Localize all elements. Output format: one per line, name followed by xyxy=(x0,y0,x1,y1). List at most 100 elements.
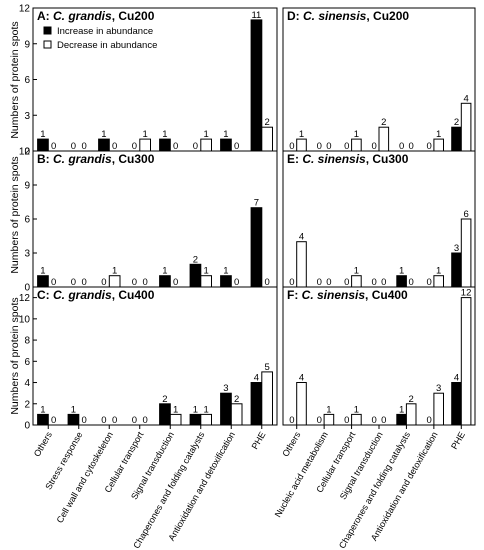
data-label-increase: 7 xyxy=(254,198,259,209)
y-axis-label-middle: Numbers of protein spots xyxy=(9,156,21,273)
bar-decrease xyxy=(351,275,362,288)
bar-decrease xyxy=(200,413,213,426)
data-label-increase: 3 xyxy=(454,243,459,254)
panel-title: B: C. grandis, Cu300 xyxy=(37,152,155,166)
data-label-decrease: 0 xyxy=(409,141,414,152)
bar-decrease xyxy=(433,392,444,426)
y-tick-label: 6 xyxy=(24,215,30,226)
data-label-decrease: 1 xyxy=(354,266,359,277)
panel-title: F: C. sinensis, Cu400 xyxy=(287,288,408,302)
y-tick-label: 8 xyxy=(24,336,30,347)
bar-decrease xyxy=(405,403,417,426)
data-label-increase: 0 xyxy=(426,277,431,288)
data-label-increase: 1 xyxy=(40,404,45,415)
bar-increase xyxy=(189,263,202,288)
bar-increase xyxy=(220,138,232,152)
y-tick-label: 3 xyxy=(24,111,30,122)
y-tick-label: 0 xyxy=(24,421,30,432)
data-label-decrease: 0 xyxy=(409,277,414,288)
bar-decrease xyxy=(460,297,472,426)
panel-title: C: C. grandis, Cu400 xyxy=(37,288,155,302)
bar-decrease xyxy=(108,275,121,288)
data-label-decrease: 0 xyxy=(326,277,331,288)
data-label-increase: 1 xyxy=(71,404,76,415)
y-axis-labels: Numbers of protein spots Numbers of prot… xyxy=(9,21,21,414)
data-label-decrease: 0 xyxy=(234,277,239,288)
bar-decrease xyxy=(433,275,444,288)
data-label-increase: 0 xyxy=(426,141,431,152)
bar-decrease xyxy=(323,413,335,426)
data-label-decrease: 0 xyxy=(264,277,269,288)
data-label-decrease: 0 xyxy=(51,141,56,152)
data-label-increase: 0 xyxy=(132,415,137,426)
data-label-decrease: 0 xyxy=(142,415,147,426)
y-tick-label: 2 xyxy=(24,399,30,410)
y-tick-label: 12 xyxy=(19,147,31,158)
bar-increase xyxy=(159,138,171,152)
data-label-increase: 0 xyxy=(317,415,322,426)
bar-decrease xyxy=(230,403,243,426)
panel-frame xyxy=(282,286,476,426)
data-label-increase: 0 xyxy=(344,415,349,426)
data-label-increase: 0 xyxy=(372,277,377,288)
data-label-increase: 0 xyxy=(101,415,106,426)
data-label-decrease: 1 xyxy=(436,129,441,140)
data-label-increase: 1 xyxy=(399,404,404,415)
bar-increase xyxy=(220,275,232,288)
data-label-decrease: 0 xyxy=(51,415,56,426)
bar-decrease xyxy=(200,275,213,288)
data-label-increase: 0 xyxy=(372,415,377,426)
data-label-increase: 0 xyxy=(71,141,76,152)
legend: Increase in abundance Decrease in abundan… xyxy=(43,26,157,51)
data-label-decrease: 0 xyxy=(381,277,386,288)
data-label-decrease: 0 xyxy=(81,141,86,152)
y-tick-label: 9 xyxy=(24,181,30,192)
data-label-increase: 0 xyxy=(399,141,404,152)
data-label-increase: 11 xyxy=(251,10,261,21)
data-label-decrease: 5 xyxy=(264,362,269,373)
data-label-decrease: 0 xyxy=(234,141,239,152)
data-label-increase: 1 xyxy=(223,266,228,277)
data-label-increase: 1 xyxy=(193,404,198,415)
data-label-increase: 0 xyxy=(71,277,76,288)
panel-frame xyxy=(32,150,278,288)
y-tick-label: 0 xyxy=(24,283,30,294)
data-label-increase: 2 xyxy=(193,254,198,265)
bar-decrease xyxy=(351,138,362,152)
data-label-increase: 0 xyxy=(101,277,106,288)
data-label-decrease: 12 xyxy=(461,288,472,299)
data-label-decrease: 0 xyxy=(81,277,86,288)
data-label-increase: 1 xyxy=(162,266,167,277)
data-label-increase: 0 xyxy=(289,141,294,152)
data-label-increase: 0 xyxy=(289,277,294,288)
data-label-increase: 0 xyxy=(344,277,349,288)
panel-title: E: C. sinensis, Cu300 xyxy=(287,152,409,166)
data-label-decrease: 4 xyxy=(299,373,304,384)
category-label: PHE xyxy=(250,430,268,451)
category-label: PHE xyxy=(449,430,467,451)
bar-decrease xyxy=(261,126,273,152)
bar-increase xyxy=(220,392,232,426)
bar-increase xyxy=(396,275,407,288)
y-tick-label: 0 xyxy=(24,147,30,158)
bar-decrease xyxy=(460,102,472,152)
bar-increase xyxy=(67,413,80,426)
legend-label-increase: Increase in abundance xyxy=(57,26,153,37)
bar-decrease xyxy=(460,218,472,288)
data-label-decrease: 6 xyxy=(463,209,468,220)
data-label-decrease: 2 xyxy=(409,394,414,405)
data-label-increase: 0 xyxy=(317,277,322,288)
data-label-increase: 0 xyxy=(344,141,349,152)
data-label-increase: 0 xyxy=(132,141,137,152)
data-label-increase: 2 xyxy=(162,394,167,405)
legend-swatch-increase xyxy=(43,26,52,35)
data-label-increase: 1 xyxy=(40,129,45,140)
data-label-increase: 0 xyxy=(289,415,294,426)
bar-increase xyxy=(250,19,263,152)
data-label-decrease: 1 xyxy=(299,129,304,140)
